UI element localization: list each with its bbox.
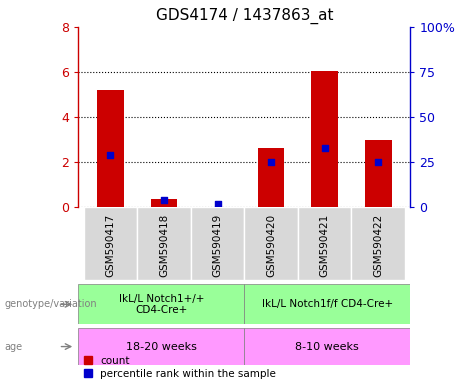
Bar <box>244 207 298 280</box>
Point <box>214 201 221 207</box>
Point <box>321 145 328 151</box>
Text: GSM590418: GSM590418 <box>159 214 169 277</box>
Bar <box>365 140 391 207</box>
Bar <box>351 207 405 280</box>
Bar <box>191 207 244 280</box>
Legend: count, percentile rank within the sample: count, percentile rank within the sample <box>83 356 276 379</box>
Text: GSM590422: GSM590422 <box>373 214 383 277</box>
Point <box>374 159 382 165</box>
Bar <box>84 207 137 280</box>
Bar <box>298 207 351 280</box>
Bar <box>78 284 244 324</box>
Text: IkL/L Notch1f/f CD4-Cre+: IkL/L Notch1f/f CD4-Cre+ <box>262 299 393 310</box>
Text: GSM590420: GSM590420 <box>266 214 276 277</box>
Point <box>107 152 114 158</box>
Bar <box>151 199 177 207</box>
Text: 8-10 weeks: 8-10 weeks <box>296 341 359 352</box>
Text: genotype/variation: genotype/variation <box>5 299 97 310</box>
Bar <box>97 90 124 207</box>
Text: GSM590419: GSM590419 <box>213 214 223 277</box>
Bar <box>78 328 244 365</box>
Text: 18-20 weeks: 18-20 weeks <box>126 341 197 352</box>
Bar <box>311 71 338 207</box>
Bar <box>244 328 410 365</box>
Text: GSM590421: GSM590421 <box>319 214 330 277</box>
Bar <box>258 147 284 207</box>
Bar <box>137 207 191 280</box>
Point <box>267 159 275 165</box>
Title: GDS4174 / 1437863_at: GDS4174 / 1437863_at <box>155 8 333 24</box>
Text: age: age <box>5 341 23 352</box>
Text: IkL/L Notch1+/+
CD4-Cre+: IkL/L Notch1+/+ CD4-Cre+ <box>118 293 204 315</box>
Text: GSM590417: GSM590417 <box>106 214 116 277</box>
Bar <box>244 284 410 324</box>
Point <box>160 197 168 203</box>
